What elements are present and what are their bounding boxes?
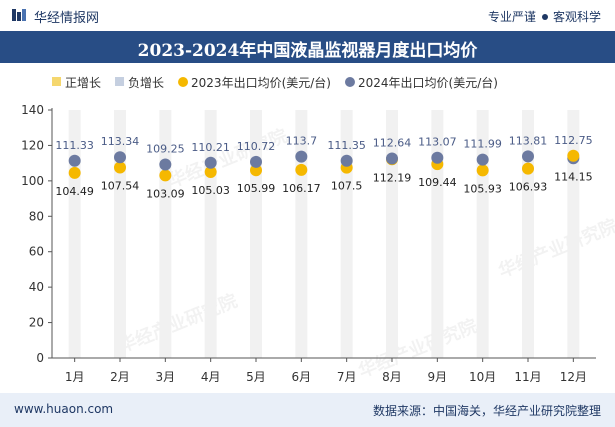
value-label-2024: 113.34: [101, 135, 140, 148]
point-2024: [68, 154, 81, 167]
point-2023: [68, 166, 81, 179]
top-bar: 华经情报网 专业严谨 客观科学: [0, 0, 615, 30]
x-tick-label: 2月: [110, 370, 130, 384]
point-2024: [204, 156, 217, 169]
value-label-2024: 112.64: [373, 136, 412, 149]
point-2023: [204, 165, 217, 178]
x-tick-label: 7月: [337, 370, 357, 384]
x-tick-label: 1月: [65, 370, 85, 384]
point-2024: [250, 155, 262, 168]
x-tick-label: 9月: [428, 370, 448, 384]
brand-tagline: 专业严谨 客观科学: [488, 8, 601, 25]
bar-track: [431, 110, 444, 358]
value-label-2024: 112.75: [554, 134, 593, 147]
point-2024: [386, 152, 398, 165]
x-tick-label: 12月: [560, 370, 587, 384]
y-tick-label: 80: [29, 209, 44, 223]
y-tick-label: 100: [21, 174, 44, 188]
watermark-text: 华经产业研究院: [495, 215, 615, 283]
point-2024: [340, 154, 353, 167]
brand-name: 华经情报网: [34, 11, 100, 26]
value-label-2023: 103.09: [146, 187, 185, 200]
value-label-2023: 109.44: [418, 176, 457, 189]
footer-source-note: 数据来源：中国海关，华经产业研究院整理: [372, 404, 601, 418]
value-label-2024: 110.21: [191, 141, 230, 154]
point-2024: [522, 150, 534, 163]
value-label-2023: 107.54: [101, 180, 140, 193]
footer: www.huaon.com 数据来源：中国海关，华经产业研究院整理: [0, 393, 615, 427]
x-tick-label: 6月: [292, 370, 312, 384]
logo-icon: [12, 9, 26, 21]
legend-swatch: [52, 77, 61, 86]
y-tick-label: 20: [29, 316, 44, 330]
point-2023: [522, 162, 534, 175]
value-label-2023: 114.15: [554, 170, 593, 183]
bar-track: [386, 110, 398, 358]
y-tick-label: 120: [21, 138, 44, 152]
legend-swatch: [115, 77, 125, 86]
value-label-2023: 107.5: [331, 180, 363, 193]
value-label-2023: 106.17: [282, 182, 321, 195]
point-2023: [476, 164, 489, 177]
value-label-2023: 105.03: [191, 184, 230, 197]
title-bar: 2023-2024年中国液晶监视器月度出口均价: [0, 31, 615, 63]
value-label-2024: 111.35: [327, 139, 366, 152]
watermark-text: 华经产业研究院: [115, 290, 240, 358]
point-2023: [567, 149, 580, 162]
y-tick-label: 0: [36, 351, 44, 365]
value-label-2024: 109.25: [146, 142, 185, 155]
legend-marker: [344, 77, 355, 87]
x-tick-label: 3月: [156, 370, 176, 384]
tagline-professional: 专业严谨: [487, 10, 536, 24]
point-2024: [114, 151, 126, 164]
value-label-2023: 104.49: [55, 185, 94, 198]
value-label-2024: 113.7: [286, 135, 318, 148]
separator-dot: [541, 13, 548, 20]
point-2024: [431, 151, 444, 164]
legend-label: 负增长: [128, 76, 164, 90]
point-2024: [295, 150, 308, 163]
y-tick-label: 40: [29, 280, 44, 294]
x-tick-label: 11月: [514, 370, 541, 384]
legend-marker: [178, 77, 189, 87]
value-label-2023: 105.93: [463, 182, 502, 195]
value-label-2024: 113.07: [418, 136, 457, 149]
chart-title: 2023-2024年中国液晶监视器月度出口均价: [137, 41, 478, 61]
x-tick-label: 5月: [246, 370, 266, 384]
value-label-2023: 105.99: [237, 182, 276, 195]
value-label-2024: 110.72: [237, 140, 276, 153]
point-2023: [295, 163, 308, 176]
value-label-2024: 111.99: [463, 138, 502, 151]
value-label-2024: 111.33: [55, 139, 94, 152]
watermark-text: 华经产业研究院: [355, 315, 480, 383]
tagline-objective: 客观科学: [552, 10, 601, 24]
point-2023: [159, 169, 172, 182]
point-2023: [250, 164, 262, 177]
bar-track: [567, 110, 580, 358]
point-2023: [114, 161, 126, 174]
legend-label: 2023年出口均价(美元/台): [191, 75, 331, 90]
x-tick-label: 10月: [469, 370, 496, 384]
y-tick-label: 60: [29, 245, 44, 259]
x-tick-label: 8月: [382, 370, 402, 384]
x-tick-label: 4月: [201, 370, 221, 384]
value-label-2023: 106.93: [509, 181, 548, 194]
legend-label: 2024年出口均价(美元/台): [358, 75, 498, 90]
point-2024: [159, 158, 172, 171]
value-label-2023: 112.19: [373, 171, 412, 184]
y-tick-label: 140: [21, 103, 44, 117]
point-2024: [476, 153, 489, 166]
value-label-2024: 113.81: [509, 134, 548, 147]
legend-label: 正增长: [65, 76, 101, 90]
footer-website: www.huaon.com: [14, 402, 114, 416]
